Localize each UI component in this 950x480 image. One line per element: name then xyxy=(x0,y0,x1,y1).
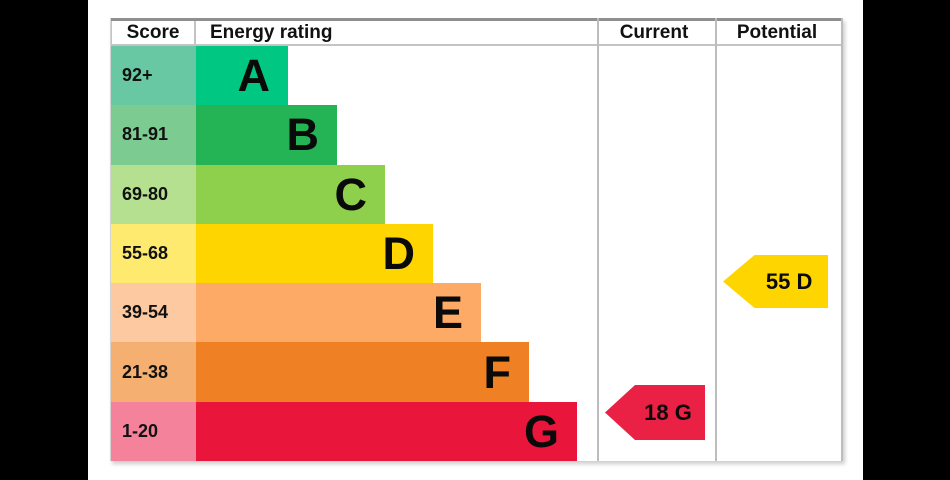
score-range-a: 92+ xyxy=(110,46,196,106)
rating-bar-d: D xyxy=(196,223,433,284)
band-rows: 92+ A 81-91 B 69-80 C 55-68 D 39-54 E 21-38 F 1-20 G xyxy=(110,46,843,461)
score-range-e: 39-54 xyxy=(110,283,196,343)
energy-rating-table: Score Energy rating Current Potential 92… xyxy=(110,18,843,461)
band-row-b: 81-91 B xyxy=(110,105,843,165)
band-row-e: 39-54 E xyxy=(110,283,843,343)
header-score: Score xyxy=(110,21,196,44)
band-row-g: 1-20 G xyxy=(110,401,843,461)
table-right-border xyxy=(841,18,843,461)
rating-bar-f: F xyxy=(196,342,529,402)
letterbox-left xyxy=(0,0,88,480)
table-left-border xyxy=(110,18,111,461)
potential-rating-label: 55 D xyxy=(765,268,813,294)
rating-bar-e: E xyxy=(196,283,481,343)
score-range-b: 81-91 xyxy=(110,105,196,165)
rating-bar-g: G xyxy=(196,401,577,461)
score-range-f: 21-38 xyxy=(110,342,196,402)
rating-bar-a: A xyxy=(196,46,288,106)
rating-bar-b: B xyxy=(196,105,337,165)
band-row-f: 21-38 F xyxy=(110,342,843,402)
header-energy-rating: Energy rating xyxy=(210,21,333,43)
header-potential: Potential xyxy=(736,21,818,43)
table-header-row: Score Energy rating Current Potential xyxy=(110,18,843,46)
band-row-a: 92+ A xyxy=(110,46,843,106)
band-row-d: 55-68 D xyxy=(110,223,843,284)
score-range-g: 1-20 xyxy=(110,401,196,461)
score-range-c: 69-80 xyxy=(110,164,196,224)
score-range-d: 55-68 xyxy=(110,223,196,284)
header-current: Current xyxy=(619,21,689,43)
rating-bar-c: C xyxy=(196,164,385,224)
band-row-c: 69-80 C xyxy=(110,164,843,224)
letterbox-right xyxy=(863,0,950,480)
current-rating-label: 18 G xyxy=(644,399,692,425)
potential-column-divider xyxy=(715,18,717,461)
current-column-divider xyxy=(597,18,599,461)
